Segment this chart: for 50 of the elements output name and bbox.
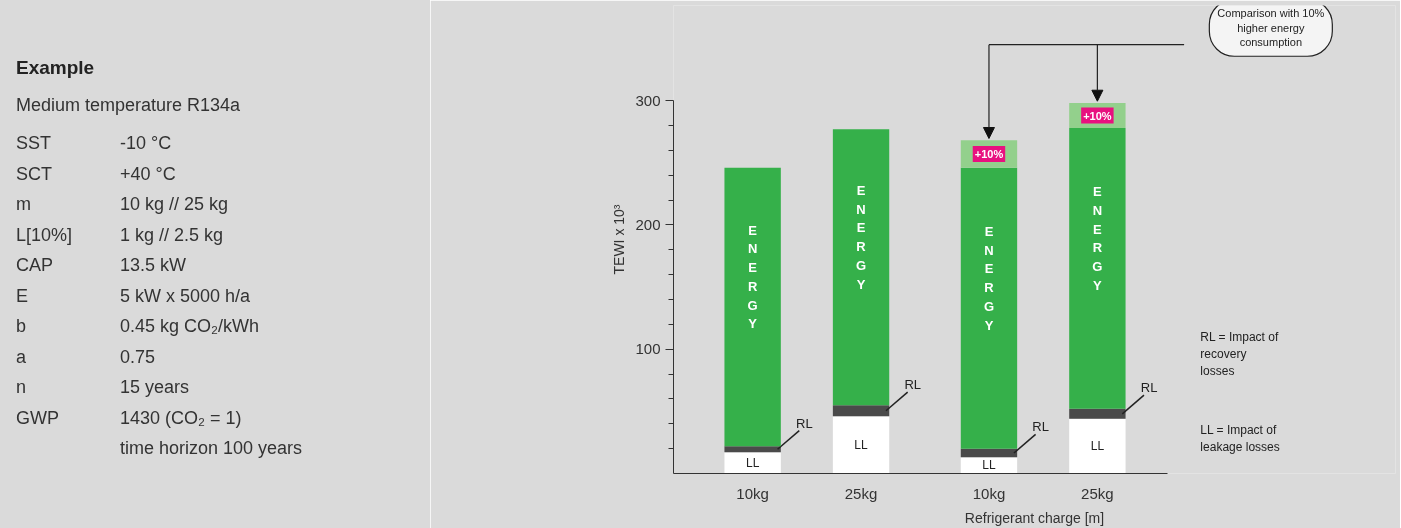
text: NERGY [983,242,995,333]
text: a [16,345,27,369]
text: GWP [16,406,60,430]
text: SCT [16,162,53,186]
text: ENERGY [747,222,758,332]
x-tick-label: 10kg [736,484,769,502]
text: Comparison with 10% higher energy consumption [1217,7,1325,49]
text: RL [796,415,813,431]
text: E [16,285,29,306]
text: LL = Impact of leakage losses [1200,423,1280,454]
x-tick-label: 25kg [1081,484,1114,502]
text: 0.45 kg CO₂/kWh [120,315,261,339]
text: RL [1140,380,1158,396]
x-tick-label: 25kg [844,484,878,502]
text: -10 °C [120,132,173,156]
text: m [16,193,32,217]
text: Medium temperature R134a [16,94,242,118]
text: n [16,376,27,400]
text: Example [16,56,96,80]
y-axis-title: TEWI x 10³ [611,204,628,275]
x-axis-title: Refrigerant charge [m] [964,509,1105,526]
text: LL [1090,439,1105,454]
text: +40 °C [120,162,177,186]
text: 1430 (CO₂ = 1) [120,406,243,430]
series-label: +10% [1083,109,1112,122]
text: RL [1032,419,1049,435]
text: SST [16,132,52,156]
annotation: E [984,223,994,239]
text: ENERGY [855,182,867,292]
text: +10% [974,148,1004,161]
text: RL = Impact of recovery losses [1200,329,1279,378]
y-tick-label: 200 [635,215,661,233]
series-label: LL [982,458,996,473]
text: 10 kg // 25 kg [120,193,230,217]
text: CAP [16,254,54,278]
text: LL [745,455,760,470]
x-tick-label: 10kg [972,484,1006,502]
text: 0.75 [120,345,157,369]
text: 13.5 kW [120,254,188,278]
text: b [16,315,27,339]
text: time horizon 100 years [120,437,303,461]
text: 1 kg // 2.5 kg [120,223,225,247]
text: 5 kW x 5000 h/a [120,284,252,308]
text: L[10%] [16,223,74,247]
series-label: RL [904,377,922,393]
y-tick-label: 300 [635,91,661,109]
text: 15 years [120,376,191,400]
series-label: ENERGY [1092,184,1103,293]
y-tick-label: 100 [635,340,661,358]
text: LL [854,437,868,452]
